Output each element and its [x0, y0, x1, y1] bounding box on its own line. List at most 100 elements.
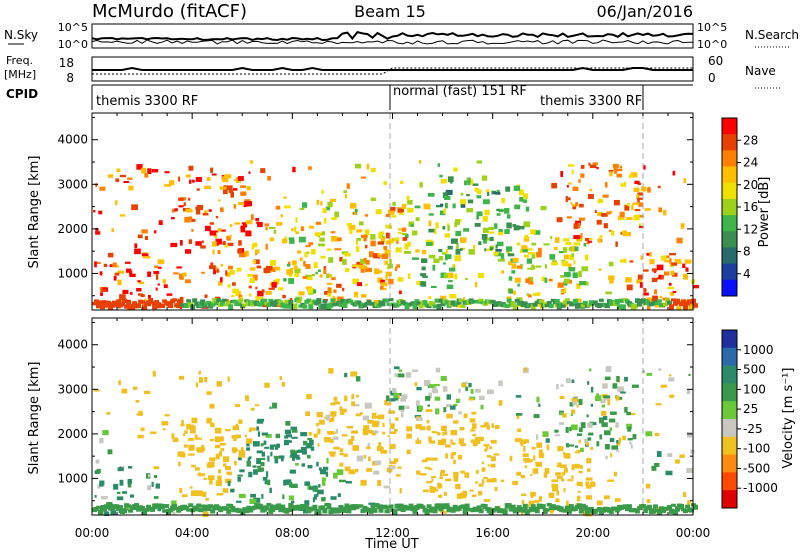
heatmap-cell: [481, 479, 485, 484]
heatmap-cell: [446, 223, 450, 227]
heatmap-cell: [372, 423, 379, 428]
heatmap-cell: [443, 407, 447, 413]
heatmap-cell: [555, 484, 559, 490]
heatmap-cell: [567, 263, 572, 269]
heatmap-cell: [686, 467, 693, 474]
heatmap-cell: [612, 163, 619, 169]
heatmap-cell: [644, 208, 651, 211]
heatmap-cell: [458, 299, 464, 303]
heatmap-cell: [605, 455, 608, 460]
heatmap-cell: [188, 197, 191, 201]
heatmap-cell: [577, 482, 583, 486]
heatmap-cell: [142, 304, 148, 311]
heatmap-cell: [318, 467, 322, 471]
heatmap-cell: [101, 289, 107, 292]
heatmap-cell: [360, 234, 368, 238]
heatmap-cell: [180, 424, 185, 427]
heatmap-cell: [615, 241, 618, 247]
heatmap-cell: [206, 506, 212, 511]
heatmap-cell: [256, 458, 262, 465]
heatmap-cell: [478, 298, 484, 302]
heatmap-cell: [173, 272, 179, 275]
heatmap-cell: [562, 471, 566, 476]
heatmap-cell: [416, 417, 423, 422]
heatmap-cell: [182, 272, 187, 277]
colorbar-swatch: [722, 166, 737, 184]
heatmap-cell: [360, 258, 367, 264]
heatmap-cell: [559, 422, 565, 425]
heatmap-cell: [475, 469, 479, 474]
heatmap-cell: [318, 484, 321, 488]
heatmap-cell: [94, 299, 100, 305]
heatmap-cell: [482, 199, 490, 205]
heatmap-cell: [321, 477, 326, 482]
heatmap-cell: [299, 207, 305, 211]
heatmap-cell: [189, 486, 193, 489]
heatmap-cell: [428, 440, 436, 444]
heatmap-cell: [500, 253, 505, 259]
heatmap-cell: [576, 283, 581, 287]
heatmap-cell: [412, 230, 418, 236]
heatmap-cell: [446, 284, 454, 290]
heatmap-cell: [98, 300, 104, 304]
heatmap-cell: [420, 258, 428, 263]
heatmap-cell: [472, 423, 477, 430]
heatmap-cell: [659, 274, 664, 278]
heatmap-cell: [530, 473, 533, 477]
heatmap-cell: [455, 483, 461, 490]
heatmap-cell: [191, 417, 198, 424]
heatmap-cell: [291, 436, 298, 439]
heatmap-cell: [286, 303, 292, 309]
heatmap-cell: [415, 249, 420, 253]
heatmap-cell: [682, 263, 686, 269]
heatmap-cell: [95, 183, 98, 187]
heatmap-cell: [245, 395, 249, 402]
heatmap-cell: [140, 506, 146, 512]
heatmap-cell: [427, 192, 435, 197]
heatmap-cell: [434, 228, 437, 235]
heatmap-cell: [322, 508, 328, 514]
heatmap-cell: [470, 179, 474, 185]
heatmap-cell: [211, 241, 217, 247]
colorbar-tick-label: 8: [743, 245, 751, 259]
heatmap-cell: [573, 260, 576, 265]
heatmap-cell: [467, 179, 471, 186]
heatmap-cell: [148, 294, 151, 299]
heatmap-cell: [96, 468, 101, 474]
heatmap-cell: [244, 508, 250, 514]
heatmap-cell: [373, 253, 381, 259]
nsearch-tick-bottom: 10^0: [697, 38, 727, 51]
heatmap-cell: [579, 203, 584, 208]
heatmap-cell: [397, 393, 402, 397]
heatmap-cell: [625, 277, 632, 283]
heatmap-cell: [128, 185, 134, 191]
heatmap-cell: [384, 402, 392, 406]
heatmap-cell: [202, 303, 208, 309]
heatmap-cell: [336, 469, 344, 476]
heatmap-cell: [220, 207, 224, 213]
heatmap-cell: [584, 254, 589, 261]
heatmap-cell: [303, 440, 308, 446]
heatmap-cell: [450, 453, 454, 460]
heatmap-cell: [206, 391, 212, 395]
heatmap-cell: [249, 498, 257, 505]
heatmap-cell: [339, 410, 345, 415]
heatmap-cell: [573, 242, 581, 246]
heatmap-cell: [439, 476, 444, 480]
heatmap-cell: [512, 257, 519, 263]
heatmap-cell: [637, 197, 643, 200]
heatmap-cell: [452, 442, 456, 445]
heatmap-cell: [381, 253, 389, 260]
heatmap-cell: [331, 416, 335, 422]
heatmap-cell: [330, 439, 334, 444]
heatmap-cell: [530, 459, 533, 463]
colorbar-tick-label: 100: [743, 382, 766, 396]
heatmap-cell: [619, 165, 622, 169]
heatmap-cell: [244, 434, 247, 438]
heatmap-cell: [150, 301, 156, 305]
heatmap-cell: [598, 298, 604, 302]
x-tick-label: 20:00: [576, 526, 611, 540]
heatmap-cell: [209, 438, 215, 442]
